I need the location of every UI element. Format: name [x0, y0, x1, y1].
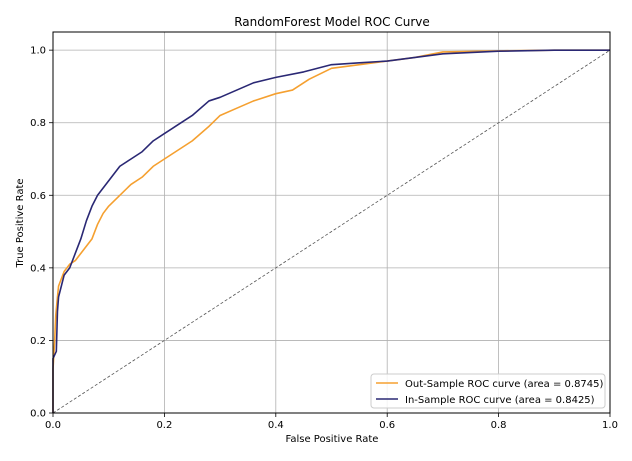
chance-diagonal-line	[52, 49, 611, 414]
x-axis-label: False Positive Rate	[286, 434, 379, 445]
series-line-out-sample	[52, 49, 610, 413]
series-line-in-sample	[52, 49, 610, 413]
legend: Out-Sample ROC curve (area = 0.8745) In-…	[370, 373, 606, 409]
y-tick-label: 0.0	[30, 409, 46, 420]
x-ticks: 0.0 0.2 0.4 0.6 0.8 1.0	[45, 413, 618, 431]
diagonal-layer	[52, 49, 611, 414]
x-tick-label: 0.0	[45, 420, 61, 431]
x-tick-label: 0.6	[379, 420, 395, 431]
grid-layer	[52, 32, 611, 414]
plot-frame	[52, 31, 611, 414]
y-tick-label: 0.8	[30, 118, 46, 129]
x-tick-label: 0.2	[156, 420, 172, 431]
legend-box	[370, 373, 606, 409]
y-tick-label: 1.0	[30, 46, 46, 57]
x-tick-label: 1.0	[602, 420, 618, 431]
y-axis-label: True Positive Rate	[15, 178, 26, 268]
y-tick-label: 0.4	[30, 263, 46, 274]
x-tick-label: 0.4	[268, 420, 284, 431]
y-ticks: 0.0 0.2 0.4 0.6 0.8 1.0	[30, 46, 53, 420]
series-layer	[52, 49, 610, 413]
chart-title: RandomForest Model ROC Curve	[234, 15, 430, 29]
y-tick-label: 0.6	[30, 191, 46, 202]
legend-label-out-sample: Out-Sample ROC curve (area = 0.8745)	[405, 379, 604, 390]
y-tick-label: 0.2	[30, 336, 46, 347]
legend-label-in-sample: In-Sample ROC curve (area = 0.8425)	[405, 395, 595, 406]
x-tick-label: 0.8	[491, 420, 507, 431]
